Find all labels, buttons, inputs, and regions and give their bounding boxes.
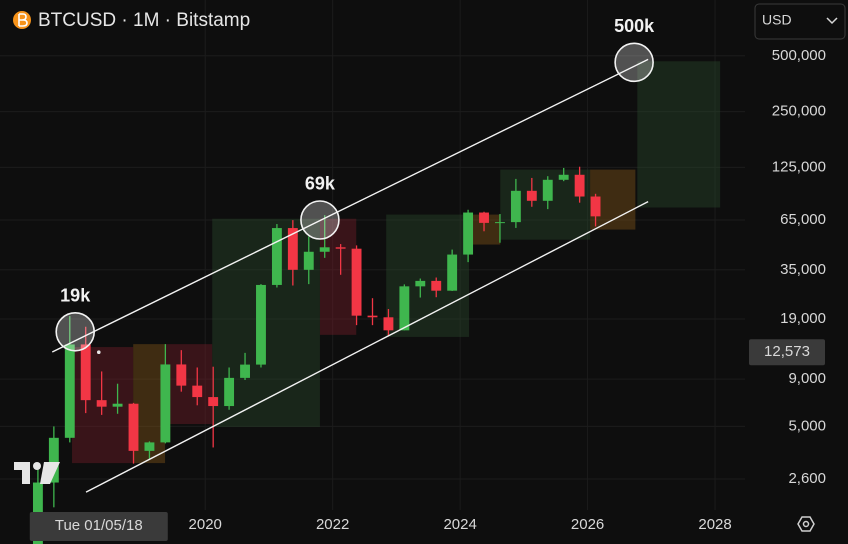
candle-body (447, 254, 458, 291)
candle-body (526, 190, 537, 201)
candle-body (224, 377, 235, 407)
annotation-label: 69k (305, 174, 336, 194)
annotation-label: 19k (60, 286, 91, 306)
symbol-title: BTCUSD · 1M · Bitstamp (38, 10, 250, 31)
candle-body (256, 284, 266, 365)
trendline (85, 200, 649, 493)
candle-body (383, 317, 394, 331)
candle-body (160, 364, 171, 443)
candle-body (128, 403, 139, 451)
settings-dot (802, 520, 810, 528)
crosshair-date-box (29, 512, 168, 541)
y-tick-label: 65,000 (780, 211, 826, 228)
x-tick-label: 2024 (443, 516, 476, 533)
candle-body (590, 196, 601, 217)
candle-body (319, 247, 330, 252)
annotation-circle (55, 312, 96, 352)
candle-body (399, 286, 410, 331)
candle-body (479, 212, 489, 223)
symbol-header[interactable]: BTCUSD · 1M · Bitstamp (13, 10, 250, 31)
candle-body (495, 222, 505, 224)
x-tick-label: 2022 (316, 516, 349, 533)
settings-button[interactable] (797, 516, 815, 532)
y-tick-label: 500,000 (772, 47, 826, 64)
candle-body (192, 385, 203, 398)
candle-body (367, 315, 378, 318)
candle-body (48, 437, 59, 483)
candle-body (303, 251, 314, 270)
candle-body (431, 280, 442, 291)
candle-body (80, 344, 91, 401)
y-tick-label: 2,600 (788, 470, 826, 487)
candle-body (176, 364, 187, 386)
candles (32, 166, 601, 544)
logo-part (33, 462, 41, 470)
candle-body (574, 174, 585, 197)
candle-body (510, 190, 521, 223)
annotation-circle (614, 42, 654, 83)
btc-glyph (18, 13, 28, 27)
candle-body (415, 280, 426, 287)
candle-body (542, 179, 553, 201)
annotation-circle (300, 200, 340, 240)
trendline (51, 58, 649, 353)
tradingview-logo[interactable] (14, 462, 60, 484)
x-tick-label: 2020 (189, 516, 222, 533)
currency-box (754, 3, 846, 40)
candle-body (208, 397, 219, 407)
zones (72, 61, 721, 464)
y-tick-label: 35,000 (780, 261, 826, 278)
y-tick-label: 19,000 (780, 310, 826, 327)
candle-body (64, 344, 75, 438)
crosshair-price-box (749, 339, 825, 366)
crosshair-date-label: Tue 01/05/18 (55, 517, 143, 534)
candle-body (271, 228, 282, 285)
candle-body (351, 248, 362, 316)
candle-body (335, 247, 346, 249)
candle-body (144, 442, 155, 451)
logo-part (14, 462, 30, 484)
drawings: 19k 69k 500k (51, 16, 655, 493)
grid (0, 0, 745, 510)
x-tick-label: 2028 (698, 516, 731, 533)
chevron (826, 17, 838, 25)
crosshair-point (96, 350, 101, 355)
candle-body (96, 400, 107, 407)
currency-label: USD (762, 12, 792, 28)
candle-body (463, 212, 474, 255)
candle-body (240, 364, 250, 378)
x-tick-label: 2026 (571, 516, 604, 533)
logo-part (40, 462, 60, 484)
settings-icon (797, 516, 815, 532)
y-tick-label: 9,000 (788, 370, 826, 387)
y-tick-label: 5,000 (788, 417, 826, 434)
y-tick-label: 250,000 (772, 103, 826, 120)
zone (637, 61, 721, 208)
currency-select[interactable]: USD (754, 3, 846, 40)
crosshair-price-label: 12,573 (764, 343, 810, 360)
candle-body (112, 403, 123, 407)
candle-body (558, 174, 569, 180)
candle-body (287, 228, 298, 270)
zone (165, 344, 213, 425)
annotation-label: 500k (614, 16, 655, 36)
y-tick-label: 125,000 (772, 158, 826, 175)
